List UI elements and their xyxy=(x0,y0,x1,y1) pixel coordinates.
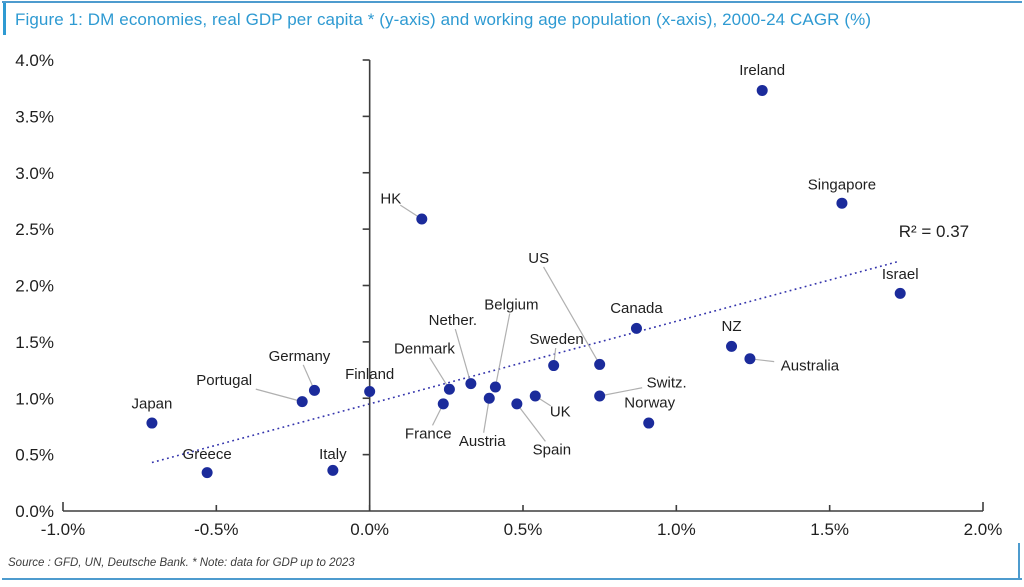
data-point xyxy=(529,390,541,402)
point-label: Denmark xyxy=(394,341,455,358)
data-point xyxy=(308,384,320,396)
data-point xyxy=(756,84,768,96)
point-label: Switz. xyxy=(647,374,687,391)
data-point xyxy=(630,322,642,334)
y-axis-tick-label: 1.5% xyxy=(15,333,54,352)
label-connector xyxy=(429,357,450,390)
point-label: France xyxy=(405,425,452,442)
data-point xyxy=(443,383,455,395)
y-axis-tick-label: 4.0% xyxy=(15,51,54,70)
data-point xyxy=(437,398,449,410)
label-connector xyxy=(543,266,601,365)
data-point xyxy=(643,417,655,429)
data-point xyxy=(483,392,495,404)
data-point xyxy=(465,378,477,390)
data-point xyxy=(894,287,906,299)
label-connector xyxy=(454,328,472,384)
point-label: Israel xyxy=(882,266,919,283)
data-point xyxy=(327,464,339,476)
label-connector xyxy=(255,388,303,403)
point-label: Germany xyxy=(269,348,331,365)
data-point xyxy=(146,417,158,429)
label-connector xyxy=(599,387,643,397)
data-point xyxy=(594,390,606,402)
y-axis-tick-label: 2.0% xyxy=(15,277,54,296)
point-label: Nether. xyxy=(429,312,477,329)
point-label: Italy xyxy=(319,446,347,463)
data-point xyxy=(296,396,308,408)
point-label: HK xyxy=(380,190,401,207)
point-label: NZ xyxy=(722,318,742,335)
x-axis-tick-label: 1.5% xyxy=(810,520,849,539)
data-point xyxy=(548,360,560,372)
x-axis-tick-label: 2.0% xyxy=(964,520,1003,539)
bottom-border xyxy=(2,578,1022,580)
x-axis-tick-label: -0.5% xyxy=(194,520,238,539)
x-axis-tick-label: 0.0% xyxy=(350,520,389,539)
y-axis-tick-label: 2.5% xyxy=(15,220,54,239)
r-squared-label: R² = 0.37 xyxy=(899,222,969,241)
title-accent-bar xyxy=(3,3,6,35)
point-label: Austria xyxy=(459,433,506,450)
point-label: Canada xyxy=(610,300,663,317)
point-label: Japan xyxy=(131,396,172,413)
data-point xyxy=(511,398,523,410)
data-point xyxy=(726,340,738,352)
y-axis-tick-label: 1.0% xyxy=(15,389,54,408)
y-axis-tick-label: 3.5% xyxy=(15,107,54,126)
label-connector xyxy=(516,403,546,442)
point-label: Singapore xyxy=(808,177,876,194)
x-axis-tick-label: 0.5% xyxy=(504,520,543,539)
x-axis-tick-label: -1.0% xyxy=(41,520,85,539)
data-point xyxy=(416,213,428,225)
point-label: Norway xyxy=(624,395,675,412)
y-axis-tick-label: 0.5% xyxy=(15,446,54,465)
point-label: Belgium xyxy=(484,296,538,313)
point-label: UK xyxy=(550,403,571,420)
point-label: Sweden xyxy=(530,331,584,348)
label-connector xyxy=(483,398,490,433)
trend-line xyxy=(151,261,898,464)
point-label: Finland xyxy=(345,366,394,383)
data-point xyxy=(836,197,848,209)
label-connector xyxy=(494,313,511,388)
y-axis-tick-label: 0.0% xyxy=(15,502,54,521)
point-label: Portugal xyxy=(196,372,252,389)
top-border xyxy=(2,1,1022,3)
point-label: Ireland xyxy=(739,62,785,79)
source-note: Source : GFD, UN, Deutsche Bank. * Note:… xyxy=(8,557,355,569)
x-axis-tick-label: 1.0% xyxy=(657,520,696,539)
data-point xyxy=(744,353,756,365)
bottom-right-border xyxy=(1018,543,1020,580)
point-label: Spain xyxy=(533,441,571,458)
data-point xyxy=(489,381,501,393)
data-point xyxy=(364,385,376,397)
point-label: US xyxy=(528,250,549,267)
point-label: Australia xyxy=(781,357,840,374)
y-axis-tick-label: 3.0% xyxy=(15,164,54,183)
point-label: Greece xyxy=(183,446,232,463)
data-point xyxy=(201,467,213,479)
data-point xyxy=(594,358,606,370)
figure-title: Figure 1: DM economies, real GDP per cap… xyxy=(15,10,872,29)
